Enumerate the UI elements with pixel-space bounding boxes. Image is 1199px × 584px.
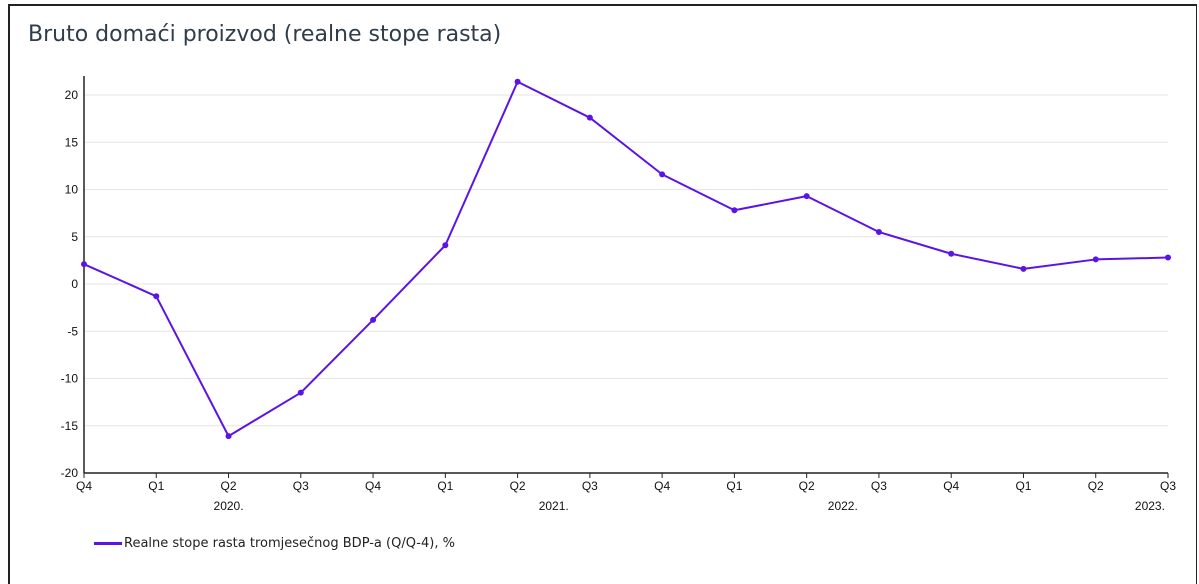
- x-tick-label: Q4: [76, 479, 92, 493]
- data-point[interactable]: [297, 389, 304, 396]
- series-line: [83, 80, 1169, 438]
- data-point[interactable]: [803, 193, 810, 200]
- x-tick-label: Q3: [1160, 479, 1176, 493]
- data-point[interactable]: [1165, 254, 1171, 261]
- data-point[interactable]: [948, 250, 955, 257]
- x-tick-label: Q4: [365, 479, 381, 493]
- x-tick-label: Q2: [221, 479, 237, 493]
- x-year-label: 2022.: [828, 499, 858, 513]
- x-tick-label: Q1: [148, 479, 164, 493]
- y-tick-label: -5: [67, 324, 78, 338]
- data-point[interactable]: [153, 293, 160, 300]
- y-tick-label: 15: [65, 135, 79, 149]
- x-axis-tick-labels: Q4 Q1 Q2 Q3 Q4 Q1 Q2 Q3 Q4 Q1 Q2 Q3 Q4 Q1 Q2 Q3: [76, 479, 1176, 493]
- x-tick-label: Q3: [871, 479, 887, 493]
- grid-lines: [84, 94, 1168, 427]
- x-tick-label: Q2: [799, 479, 815, 493]
- y-tick-label: -15: [61, 419, 79, 433]
- x-tick-label: Q4: [943, 479, 959, 493]
- chart-frame: [8, 4, 1197, 584]
- data-point[interactable]: [442, 242, 449, 249]
- y-tick-label: -20: [61, 466, 79, 480]
- data-point[interactable]: [659, 171, 666, 178]
- data-point[interactable]: [225, 433, 232, 440]
- series-layer: [81, 78, 1171, 440]
- y-tick-label: 20: [65, 88, 79, 102]
- x-year-label: 2021.: [539, 499, 569, 513]
- y-tick-label: -10: [61, 372, 79, 386]
- x-year-label: 2023.: [1135, 499, 1165, 513]
- x-tick-label: Q1: [437, 479, 453, 493]
- data-point[interactable]: [875, 229, 882, 236]
- legend-label: Realne stope rasta tromjesečnog BDP-a (Q…: [124, 536, 455, 551]
- x-tick-label: Q1: [726, 479, 742, 493]
- data-point[interactable]: [81, 261, 87, 268]
- data-point[interactable]: [1092, 256, 1099, 263]
- x-year-label: 2020.: [214, 499, 244, 513]
- x-axis-year-labels: 2020. 2021. 2022. 2023.: [214, 499, 1165, 513]
- axes: [83, 76, 1169, 478]
- x-tick-label: Q1: [1015, 479, 1031, 493]
- x-tick-label: Q2: [510, 479, 526, 493]
- y-tick-label: 0: [71, 277, 78, 291]
- y-tick-label: 10: [65, 183, 79, 197]
- x-tick-label: Q4: [654, 479, 670, 493]
- data-point[interactable]: [370, 316, 377, 323]
- legend[interactable]: Realne stope rasta tromjesečnog BDP-a (Q…: [94, 536, 455, 551]
- data-point[interactable]: [586, 114, 593, 121]
- data-point[interactable]: [1020, 265, 1027, 272]
- legend-swatch: [94, 542, 122, 545]
- x-tick-label: Q3: [582, 479, 598, 493]
- data-point[interactable]: [731, 207, 738, 214]
- chart-title: Bruto domaći proizvod (realne stope rast…: [28, 22, 502, 47]
- data-point[interactable]: [514, 78, 521, 85]
- y-axis-tick-labels: 20 15 10 5 0 -5 -10 -15 -20: [61, 88, 79, 480]
- y-tick-label: 5: [71, 230, 78, 244]
- x-tick-label: Q3: [293, 479, 309, 493]
- x-tick-label: Q2: [1088, 479, 1104, 493]
